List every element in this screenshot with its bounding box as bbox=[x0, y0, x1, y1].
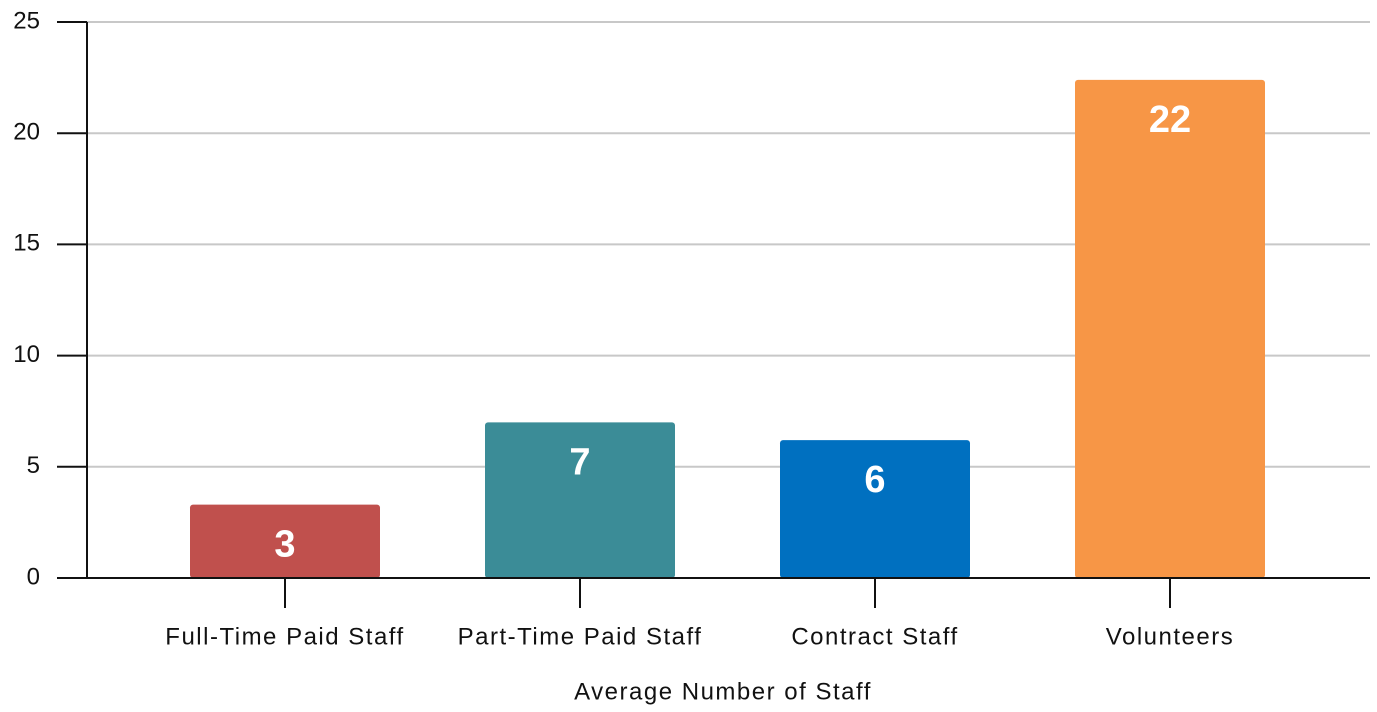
bar bbox=[190, 504, 380, 578]
bar bbox=[1075, 79, 1265, 578]
value-label: 3 bbox=[274, 524, 295, 566]
y-tick-label: 5 bbox=[27, 452, 40, 479]
value-label: 7 bbox=[569, 441, 590, 483]
y-tick-label: 10 bbox=[13, 341, 40, 368]
x-tick-label: Full-Time Paid Staff bbox=[165, 623, 404, 650]
x-tick-label: Part-Time Paid Staff bbox=[458, 623, 703, 650]
bar bbox=[485, 422, 675, 578]
y-tick-label: 0 bbox=[27, 563, 40, 590]
x-tick-label: Volunteers bbox=[1106, 623, 1234, 650]
value-label: 22 bbox=[1149, 99, 1191, 141]
y-tick-label: 20 bbox=[13, 119, 40, 146]
bar bbox=[780, 440, 970, 578]
y-tick-label: 15 bbox=[13, 230, 40, 257]
y-tick-label: 25 bbox=[13, 7, 40, 34]
x-tick-label: Contract Staff bbox=[791, 623, 958, 650]
value-label: 6 bbox=[864, 459, 885, 501]
x-axis-title: Average Number of Staff bbox=[574, 678, 872, 705]
